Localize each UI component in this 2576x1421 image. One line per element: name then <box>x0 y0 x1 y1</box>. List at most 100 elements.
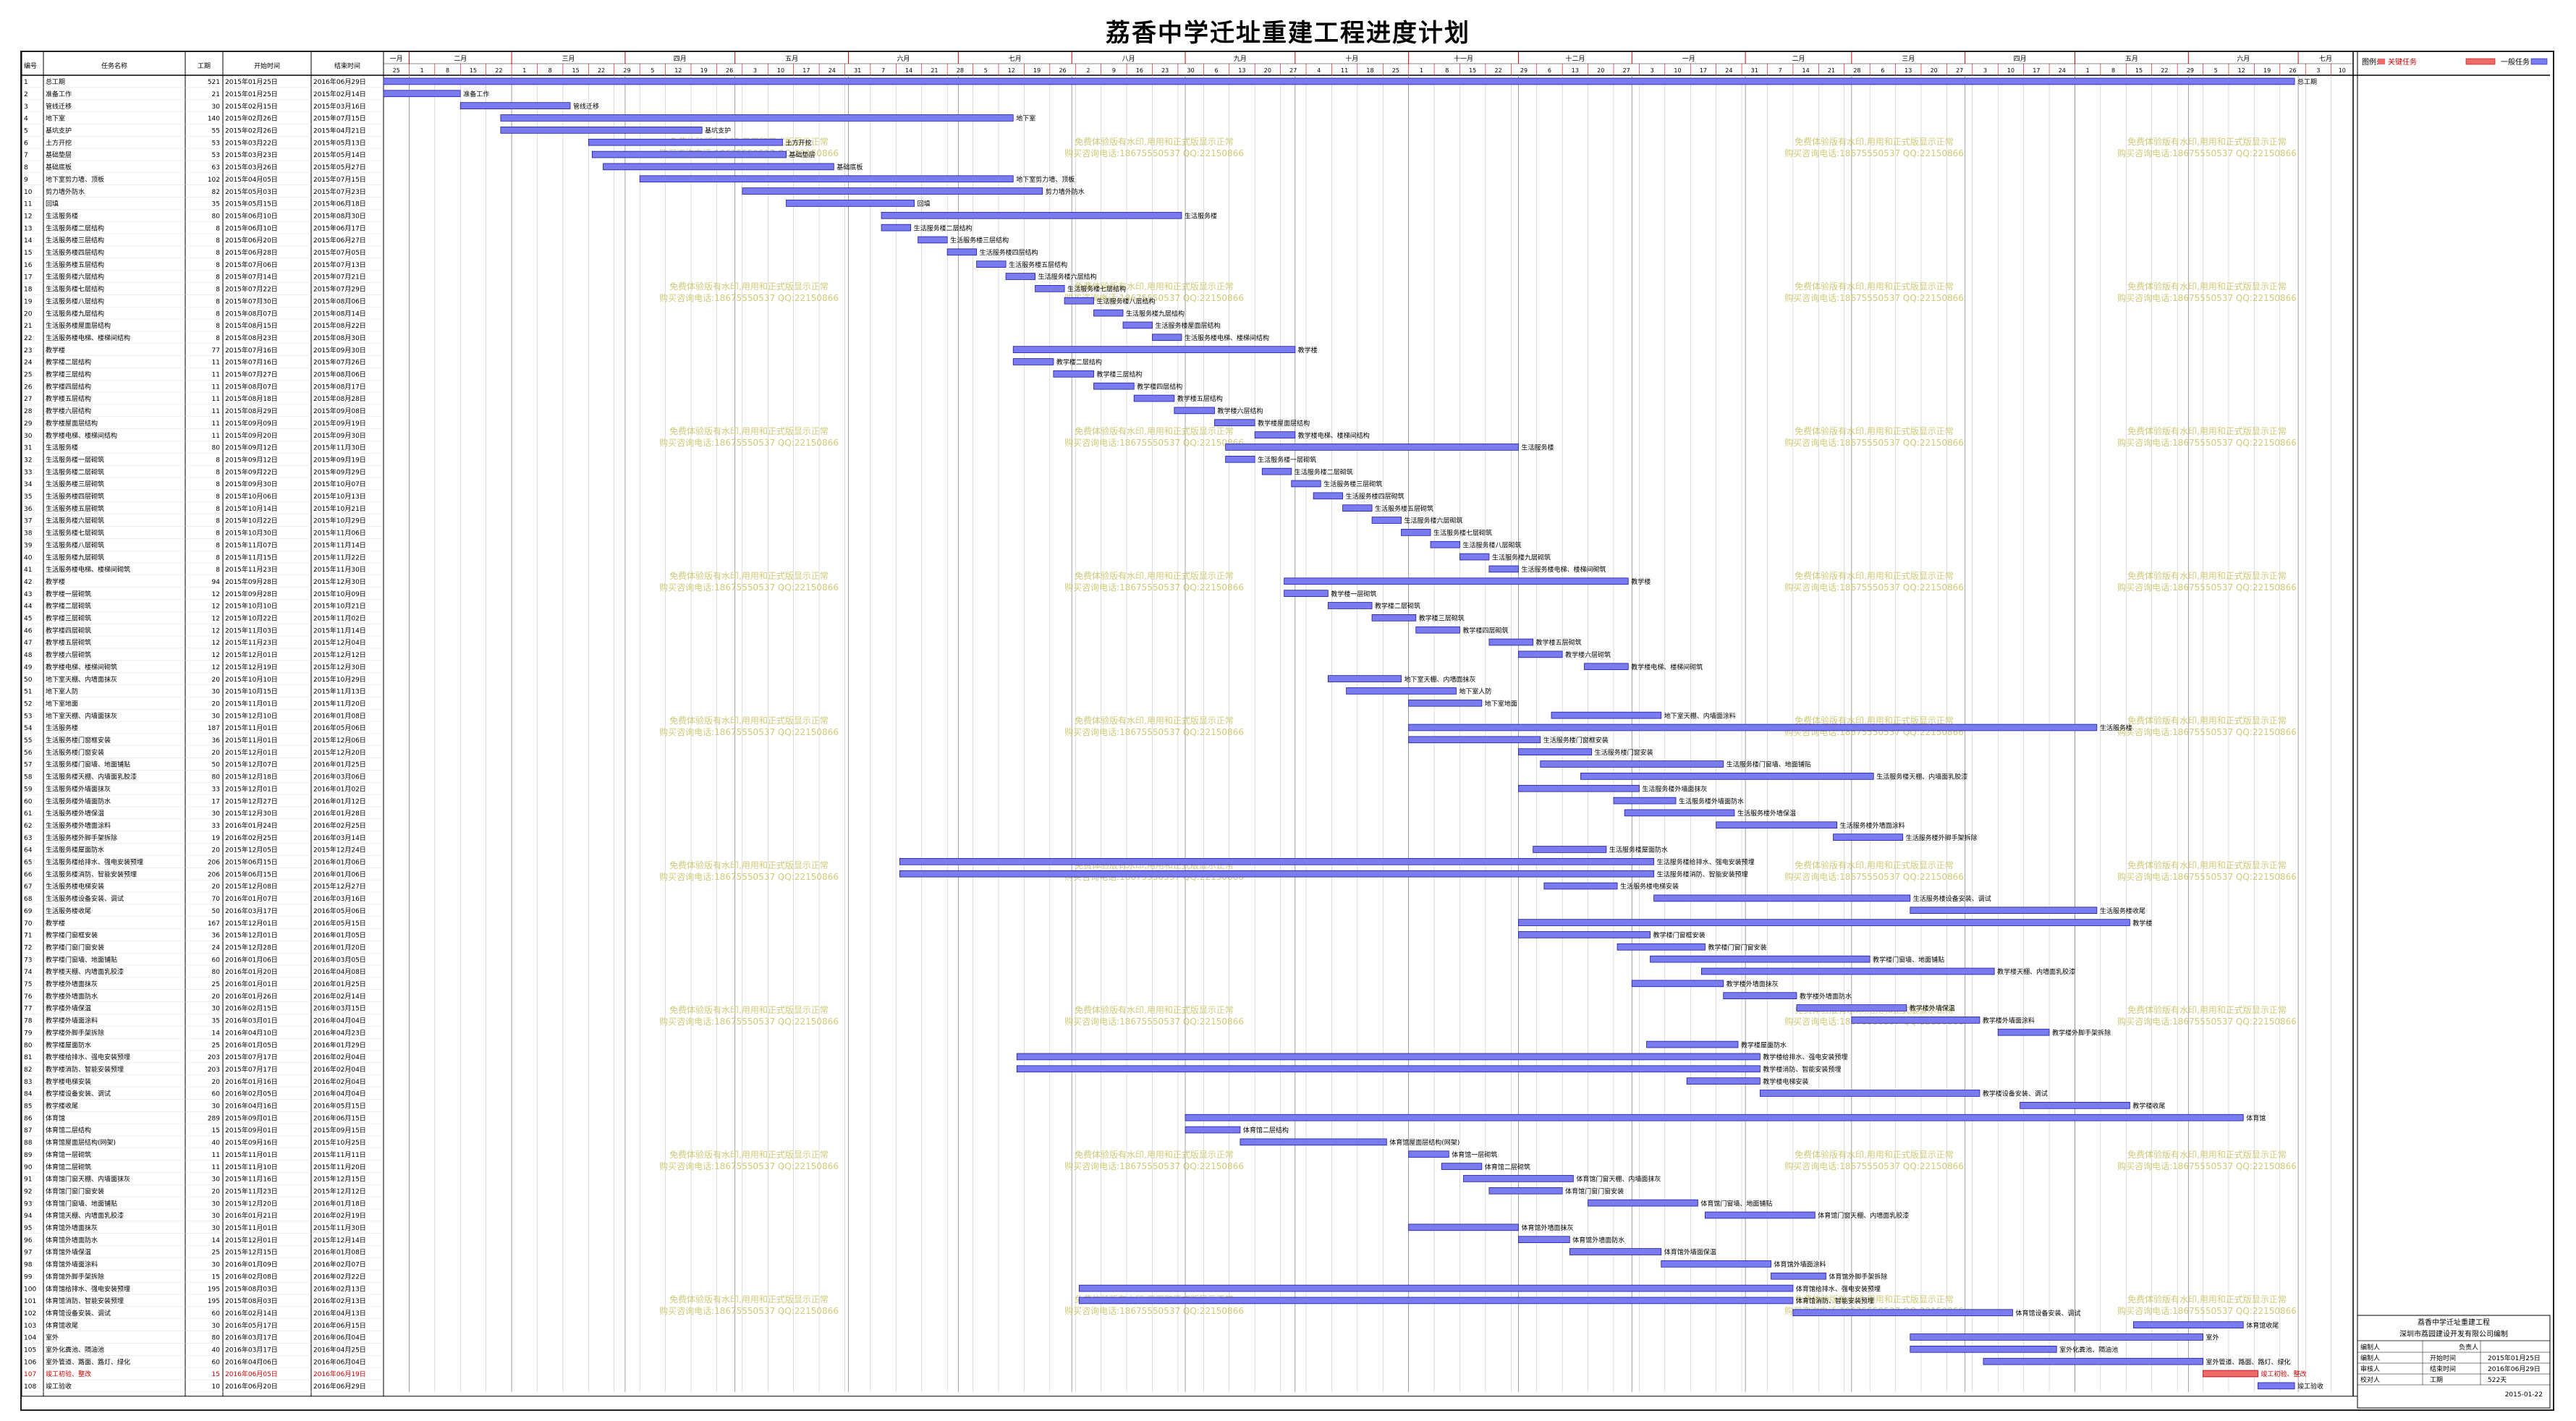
task-duration: 80 <box>212 445 221 452</box>
task-start: 2016年04月06日 <box>225 1357 278 1366</box>
task-name: 生活服务楼三层结构 <box>46 236 104 245</box>
watermark: 免费体验版有水印,用用和正式版显示正常 <box>2127 1004 2287 1015</box>
gantt-bar <box>742 187 1043 195</box>
task-duration: 53 <box>212 140 220 147</box>
bar-label: 教学楼电梯、楼梯间结构 <box>1298 431 1370 440</box>
bar-label: 体育馆二层砌筑 <box>1485 1163 1530 1171</box>
task-start: 2015年12月07日 <box>225 760 278 769</box>
watermark: 购买咨询电话:18675550537 QQ:22150866 <box>1784 1161 1964 1171</box>
task-id: 70 <box>24 920 33 928</box>
day-label: 24 <box>829 67 836 74</box>
day-label: 6 <box>1214 67 1218 74</box>
task-end: 2015年09月30日 <box>313 346 366 355</box>
task-end: 2015年10月29日 <box>313 517 366 525</box>
task-id: 14 <box>24 237 33 245</box>
bar-label: 地下室 <box>1016 114 1035 123</box>
watermark: 免费体验版有水印,用用和正式版显示正常 <box>1075 570 1234 581</box>
task-end: 2015年09月15日 <box>313 1126 366 1134</box>
task-start: 2015年12月01日 <box>225 748 278 757</box>
task-name: 生活服务楼外墙面涂料 <box>46 821 111 830</box>
day-label: 24 <box>1725 67 1732 74</box>
gantt-bar <box>881 211 1182 219</box>
task-name: 基础垫层 <box>46 150 72 159</box>
gantt-bar <box>2203 1370 2258 1378</box>
gantt-bar <box>1997 1028 2050 1036</box>
gantt-bar <box>1078 1284 1794 1292</box>
task-name: 体育馆天棚、内墙面乳胶漆 <box>46 1211 124 1220</box>
column-header: 结束时间 <box>334 61 360 70</box>
task-duration: 40 <box>212 1140 221 1147</box>
task-end: 2015年10月13日 <box>313 492 366 501</box>
gantt-bar <box>1910 1346 2057 1353</box>
task-end: 2016年03月05日 <box>313 955 366 964</box>
day-label: 17 <box>2033 67 2040 74</box>
task-start: 2015年09月28日 <box>225 590 278 598</box>
gantt-bar <box>1441 1163 1483 1170</box>
day-label: 1 <box>1420 67 1423 74</box>
task-id: 84 <box>24 1091 33 1098</box>
task-end: 2015年10月07日 <box>313 480 366 488</box>
task-id: 66 <box>24 871 33 878</box>
task-duration: 12 <box>212 652 220 659</box>
task-start: 2016年02月14日 <box>225 1309 278 1318</box>
task-duration: 55 <box>212 128 220 135</box>
task-name: 教学楼电梯、楼梯间砌筑 <box>46 663 117 671</box>
task-name: 生活服务楼一层砌筑 <box>46 455 104 464</box>
task-end: 2016年05月06日 <box>313 907 366 915</box>
task-id: 45 <box>24 616 32 623</box>
task-duration: 35 <box>212 201 220 208</box>
task-end: 2015年09月19日 <box>313 419 366 428</box>
watermark: 购买咨询电话:18675550537 QQ:22150866 <box>1064 148 1244 158</box>
task-end: 2016年02月13日 <box>313 1284 366 1293</box>
task-name: 地下室天棚、内墙面抹灰 <box>46 711 117 720</box>
task-name: 体育馆门窗天棚、内墙面抹灰 <box>46 1175 130 1184</box>
bar-label: 教学楼屋面防水 <box>1741 1040 1787 1049</box>
bar-label: 基础底板 <box>836 163 863 171</box>
task-duration: 10 <box>212 1383 221 1391</box>
gantt-bar <box>1122 321 1153 329</box>
task-end: 2016年01月05日 <box>313 931 366 940</box>
info-cell: 负责人 <box>2459 1343 2478 1352</box>
task-name: 总工期 <box>46 77 65 86</box>
day-label: 17 <box>802 67 810 74</box>
watermark: 购买咨询电话:18675550537 QQ:22150866 <box>659 871 839 882</box>
legend-normal: 一般任务 <box>2501 57 2530 67</box>
bar-label: 生活服务楼六层结构 <box>1038 273 1097 281</box>
day-label: 20 <box>1931 67 1938 74</box>
task-end: 2016年01月08日 <box>313 1248 366 1257</box>
task-id: 100 <box>24 1286 36 1293</box>
task-end: 2015年08月30日 <box>313 211 366 220</box>
task-end: 2016年01月25日 <box>313 980 366 988</box>
watermark: 免费体验版有水印,用用和正式版显示正常 <box>1795 281 1954 292</box>
task-start: 2015年09月12日 <box>225 455 278 464</box>
bar-label: 教学楼电梯安装 <box>1763 1077 1808 1086</box>
info-cell: 校对人 <box>2360 1375 2380 1384</box>
task-name: 教学楼一层砌筑 <box>46 590 91 598</box>
task-duration: 206 <box>208 871 220 878</box>
bar-label: 基坑支护 <box>705 127 731 135</box>
task-end: 2015年11月30日 <box>313 444 366 452</box>
task-start: 2015年08月18日 <box>225 394 278 403</box>
task-end: 2016年06月29日 <box>313 1382 366 1391</box>
task-name: 生活服务楼外墙面防水 <box>46 797 111 805</box>
day-label: 12 <box>2238 67 2245 74</box>
bar-label: 生活服务楼六层砌筑 <box>1404 517 1463 525</box>
task-start: 2015年11月16日 <box>225 1175 278 1184</box>
task-end: 2015年03月16日 <box>313 102 366 111</box>
gantt-bar <box>639 175 1014 183</box>
task-start: 2015年09月01日 <box>225 1126 278 1134</box>
bar-label: 生活服务楼五层结构 <box>1009 260 1067 269</box>
task-duration: 11 <box>212 1152 220 1159</box>
month-label: 三月 <box>562 55 575 63</box>
day-label: 5 <box>984 67 988 74</box>
task-id: 67 <box>24 883 32 891</box>
task-duration: 20 <box>212 993 221 1001</box>
task-start: 2016年01月24日 <box>225 821 278 830</box>
task-end: 2015年07月15日 <box>313 114 366 123</box>
day-label: 9 <box>1112 67 1116 74</box>
bar-label: 生活服务楼外墙面抹灰 <box>1642 784 1707 793</box>
bar-label: 竣工初验、整改 <box>2261 1370 2306 1378</box>
task-id: 42 <box>24 579 32 586</box>
task-duration: 20 <box>212 1079 221 1086</box>
